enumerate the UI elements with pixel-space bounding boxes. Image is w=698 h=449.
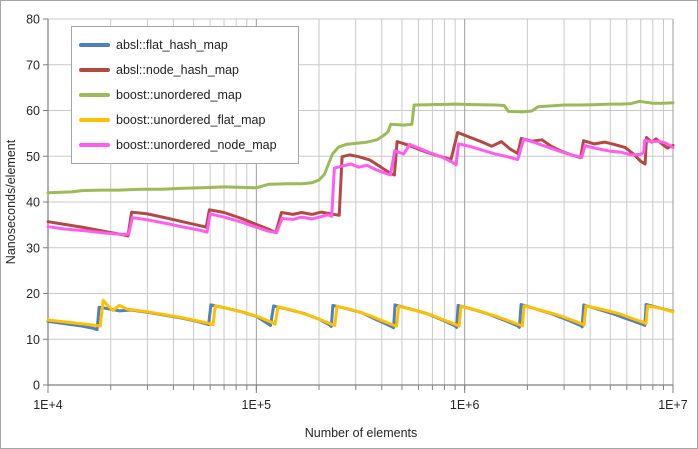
y-tick-label: 10: [26, 333, 40, 347]
x-tick-label: 1E+5: [242, 398, 272, 412]
series-line-boost-unordered-node-map: [46, 137, 675, 236]
y-tick-label: 30: [26, 241, 40, 255]
x-tick-label: 1E+4: [33, 398, 63, 412]
legend-swatch: [79, 42, 110, 47]
legend-label: boost::unordered_flat_map: [116, 113, 266, 128]
legend-swatch: [79, 92, 110, 97]
x-tick-label: 1E+6: [450, 398, 480, 412]
y-tick-label: 80: [26, 13, 40, 27]
axes: [43, 18, 674, 393]
data-series: [46, 99, 675, 332]
legend-item-boost-unordered-node-map: boost::unordered_node_map: [79, 138, 294, 152]
y-tick-label: 70: [26, 58, 40, 72]
legend-label: absl::flat_hash_map: [116, 37, 228, 52]
tick-labels: 0 10 20 30 40 50 60 70 80 1E+4 1E+5 1E+6 1E+7: [26, 13, 688, 413]
legend-label: absl::node_hash_map: [116, 62, 240, 77]
legend-item-absl-flat-hash-map: absl::flat_hash_map: [79, 38, 294, 52]
legend-swatch: [79, 143, 110, 148]
y-tick-label: 40: [26, 196, 40, 210]
legend-item-boost-unordered-map: boost::unordered_map: [79, 88, 294, 102]
y-tick-label: 0: [33, 379, 40, 393]
series-line-boost-unordered-flat-map: [46, 298, 675, 328]
y-tick-label: 50: [26, 150, 40, 164]
series-line-absl-flat-hash-map: [46, 303, 675, 332]
x-tick-label: 1E+7: [658, 398, 688, 412]
series-line-absl-node-hash-map: [46, 131, 675, 238]
y-tick-label: 60: [26, 104, 40, 118]
legend-label: boost::unordered_node_map: [116, 138, 277, 153]
legend-item-boost-unordered-flat-map: boost::unordered_flat_map: [79, 113, 294, 127]
legend-swatch: [79, 67, 110, 72]
legend-swatch: [79, 118, 110, 123]
y-axis-title: Nanoseconds/element: [4, 139, 18, 264]
x-axis-title: Number of elements: [305, 426, 418, 440]
series-line-boost-unordered-map: [46, 99, 675, 195]
legend-item-absl-node-hash-map: absl::node_hash_map: [79, 63, 294, 77]
y-tick-label: 20: [26, 287, 40, 301]
legend-label: boost::unordered_map: [116, 87, 242, 102]
